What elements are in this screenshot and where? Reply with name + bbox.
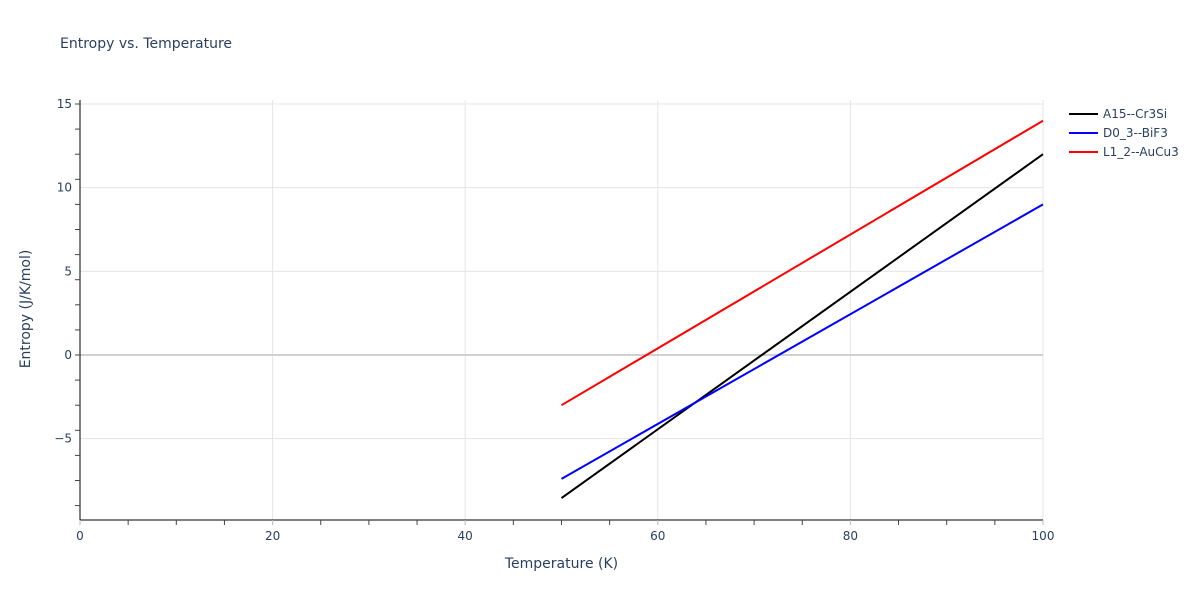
series-line (561, 203, 1044, 480)
y-tick-label: 10 (57, 181, 72, 195)
y-tick-label: 0 (64, 348, 72, 362)
y-tick-label: 5 (64, 264, 72, 278)
x-tick-label: 100 (1032, 529, 1055, 543)
x-tick-label: 80 (843, 529, 858, 543)
y-axis-title: Entropy (J/K/mol) (18, 250, 34, 369)
legend-item-label[interactable]: A15--Cr3Si (1103, 107, 1167, 121)
x-axis-title: Temperature (K) (504, 556, 618, 572)
legend-item-label[interactable]: L1_2--AuCu3 (1103, 145, 1179, 159)
series-line (560, 119, 1044, 407)
x-tick-label: 20 (265, 529, 280, 543)
x-tick-label: 40 (458, 529, 473, 543)
series-line (560, 153, 1044, 499)
legend-item-label[interactable]: D0_3--BiF3 (1103, 126, 1168, 140)
y-tick-label: 15 (57, 97, 72, 111)
x-tick-label: 0 (76, 529, 84, 543)
x-tick-label: 60 (650, 529, 665, 543)
y-tick-label: −5 (54, 432, 72, 446)
chart-title: Entropy vs. Temperature (60, 36, 233, 52)
